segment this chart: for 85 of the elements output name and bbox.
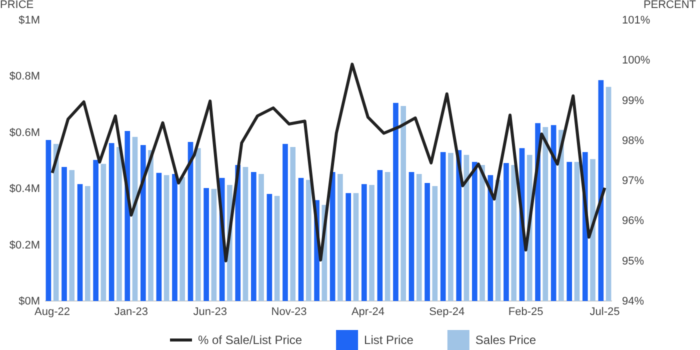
bar (558, 130, 564, 301)
y2-tick-label: 96% (622, 215, 644, 228)
bar (353, 193, 359, 301)
bar (377, 170, 383, 301)
bar (258, 174, 264, 301)
y-axis-title: PRICE (0, 0, 34, 11)
bar (330, 172, 336, 301)
bar (606, 86, 612, 301)
y2-tick-label: 101% (622, 14, 650, 27)
bar (93, 160, 98, 301)
y-tick-label: $1M (18, 14, 40, 27)
bar (306, 180, 312, 301)
y-tick-label: $0.2M (9, 239, 40, 252)
bar (46, 140, 52, 301)
bar (148, 150, 154, 301)
bar (424, 182, 430, 301)
y2-tick-label: 100% (622, 54, 650, 67)
bar (511, 164, 516, 301)
y2-tick-label: 99% (622, 94, 644, 107)
bar (542, 127, 548, 301)
x-tick-label: Sep-24 (429, 306, 465, 318)
bar (156, 172, 162, 301)
bar (369, 184, 374, 301)
legend-label: Sales Price (475, 333, 536, 347)
y2-axis-title: PERCENT (643, 0, 696, 11)
bar (204, 188, 209, 301)
bar (77, 184, 83, 301)
x-tick-label: Aug-22 (34, 306, 70, 318)
bar (598, 80, 604, 301)
bar (472, 162, 478, 301)
bar (188, 142, 194, 301)
bar (116, 147, 122, 301)
bar (69, 170, 75, 301)
bar (408, 172, 414, 301)
bar (432, 186, 438, 301)
bar (480, 164, 485, 301)
y2-tick-label: 97% (622, 175, 644, 188)
bar (338, 174, 343, 301)
x-tick-label: Jan-23 (114, 306, 148, 318)
bar (195, 148, 201, 301)
bar (62, 166, 67, 301)
y2-tick-label: 98% (622, 134, 644, 147)
bar (140, 145, 146, 301)
bar (574, 162, 580, 301)
bar (384, 172, 390, 301)
y-tick-label: $0.8M (9, 70, 40, 83)
line-series (50, 62, 606, 262)
bar (440, 152, 446, 301)
bar (448, 152, 454, 301)
x-tick-label: Apr-24 (351, 306, 384, 318)
bar (180, 177, 186, 301)
bar (504, 163, 509, 301)
bar (566, 162, 572, 301)
bar (416, 174, 422, 301)
bar (290, 147, 296, 301)
bar (250, 172, 256, 301)
bar (274, 196, 280, 301)
legend-label: % of Sale/List Price (198, 333, 302, 347)
bar (346, 193, 352, 301)
y-tick-label: $0M (18, 296, 40, 308)
x-tick-label: Feb-25 (508, 306, 544, 318)
bar (298, 178, 304, 301)
x-tick-label: Nov-23 (271, 306, 307, 318)
x-tick-label: Jul-25 (590, 306, 620, 318)
x-tick-label: Jun-23 (193, 306, 227, 318)
y2-tick-label: 94% (622, 296, 644, 308)
bar (361, 184, 367, 301)
bar (100, 164, 106, 301)
bar (211, 188, 217, 301)
y2-tick-label: 95% (622, 255, 644, 268)
bar (242, 166, 248, 301)
bar (108, 143, 114, 301)
legend-label: List Price (364, 333, 414, 347)
bar (84, 186, 90, 301)
y-tick-label: $0.6M (9, 126, 40, 139)
bar (550, 125, 556, 301)
bar (282, 144, 288, 301)
bar (266, 194, 272, 301)
bar (393, 102, 398, 301)
bar (172, 174, 178, 301)
bar (164, 175, 170, 301)
y-tick-label: $0.4M (9, 183, 40, 196)
bar (400, 106, 406, 301)
bar (464, 154, 470, 301)
bar (590, 159, 596, 301)
